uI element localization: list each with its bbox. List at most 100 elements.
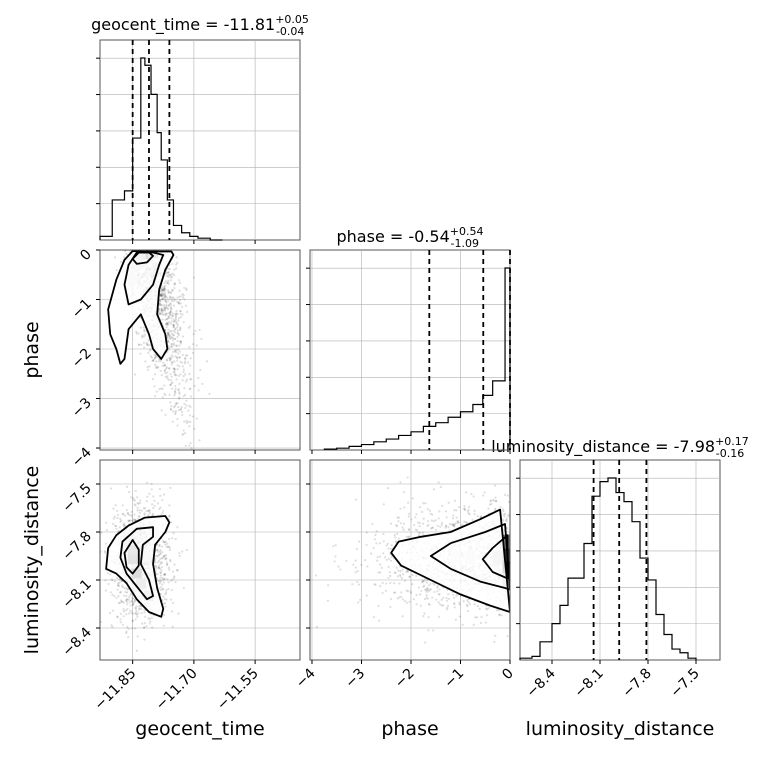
- sample-point: [163, 541, 166, 544]
- sample-point: [166, 317, 169, 320]
- sample-point: [381, 581, 384, 584]
- sample-point: [174, 385, 177, 388]
- sample-point: [160, 286, 164, 289]
- sample-point: [170, 342, 173, 346]
- sample-point: [167, 587, 170, 591]
- sample-point: [499, 506, 502, 509]
- sample-point: [113, 515, 116, 518]
- sample-point: [427, 520, 430, 523]
- sample-point: [438, 588, 441, 591]
- sample-point: [154, 557, 157, 560]
- sample-point: [402, 573, 405, 576]
- sample-point: [359, 598, 362, 601]
- sample-point: [126, 603, 129, 606]
- sample-point: [159, 359, 163, 362]
- sample-point: [165, 563, 169, 566]
- sample-point: [161, 310, 164, 313]
- sample-point: [152, 495, 155, 498]
- sample-point: [161, 576, 164, 580]
- sample-point: [468, 513, 471, 516]
- sample-point: [409, 591, 413, 595]
- sample-point: [166, 375, 169, 378]
- sample-point: [171, 381, 174, 384]
- sample-point: [171, 314, 174, 317]
- sample-point: [426, 579, 429, 582]
- sample-point: [160, 290, 163, 293]
- sample-point: [159, 294, 162, 297]
- sample-point: [185, 310, 189, 314]
- contour-inner: [481, 534, 509, 580]
- sample-point: [150, 356, 153, 359]
- sample-point: [180, 455, 182, 457]
- sample-point: [395, 523, 398, 527]
- sample-point: [415, 593, 418, 597]
- sample-point: [162, 540, 165, 543]
- sample-point: [195, 344, 198, 347]
- sample-point: [136, 506, 139, 509]
- sample-point: [185, 421, 188, 425]
- sample-point: [170, 521, 173, 524]
- sample-point: [444, 526, 447, 529]
- panel-frame: [99, 249, 301, 451]
- sample-point: [455, 516, 458, 519]
- sample-point: [166, 339, 170, 343]
- sample-point: [174, 327, 177, 330]
- sample-point: [164, 364, 167, 367]
- x-tick-label: −8.1: [571, 666, 606, 701]
- sample-point: [197, 389, 200, 392]
- sample-point: [171, 350, 175, 353]
- sample-point: [163, 303, 166, 307]
- sample-point: [372, 616, 376, 619]
- sample-point: [160, 303, 163, 307]
- sample-point: [115, 596, 118, 599]
- sample-point: [170, 291, 173, 294]
- sample-point: [398, 582, 401, 585]
- sample-point: [181, 313, 184, 316]
- sample-point: [115, 527, 118, 530]
- sample-point: [164, 413, 167, 416]
- sample-point: [173, 392, 176, 395]
- sample-point: [132, 497, 135, 500]
- sample-point: [422, 614, 425, 618]
- sample-point: [166, 336, 169, 339]
- sample-point: [407, 570, 410, 573]
- sample-point: [426, 524, 429, 528]
- sample-point: [173, 274, 176, 277]
- sample-point: [166, 339, 169, 342]
- sample-point: [458, 601, 461, 604]
- sample-point: [180, 361, 184, 364]
- sample-point: [171, 336, 175, 339]
- sample-point: [169, 296, 172, 299]
- sample-point: [428, 603, 431, 606]
- sample-point: [441, 604, 445, 607]
- sample-point: [173, 371, 176, 374]
- sample-point: [365, 594, 368, 597]
- sample-point: [177, 301, 181, 304]
- sample-point: [174, 411, 177, 414]
- sample-point: [157, 366, 160, 369]
- sample-point: [422, 502, 425, 505]
- sample-point: [121, 584, 124, 587]
- sample-point: [111, 609, 115, 612]
- sample-point: [131, 627, 134, 630]
- sample-point: [159, 293, 162, 296]
- sample-point: [175, 344, 178, 347]
- sample-point: [390, 555, 393, 559]
- sample-point: [467, 512, 470, 515]
- sample-point: [162, 540, 165, 544]
- sample-point: [170, 289, 174, 292]
- sample-point: [137, 515, 140, 518]
- sample-point: [182, 294, 185, 297]
- y-tick-label: −7.5: [59, 481, 94, 516]
- sample-point: [184, 304, 188, 307]
- sample-point: [395, 566, 398, 569]
- sample-point: [315, 625, 319, 629]
- sample-point: [164, 289, 167, 292]
- sample-point: [159, 563, 162, 566]
- sample-point: [176, 261, 179, 264]
- sample-point: [168, 515, 171, 518]
- sample-point: [179, 326, 182, 329]
- sample-point: [167, 317, 170, 320]
- sample-point: [166, 321, 169, 324]
- sample-point: [146, 344, 150, 347]
